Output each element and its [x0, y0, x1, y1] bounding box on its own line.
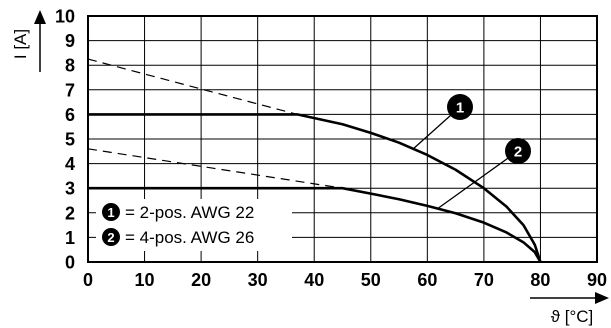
y-tick-label-9: 9	[65, 31, 75, 51]
series-1-line	[88, 113, 542, 263]
series-1-marker-circle	[447, 94, 473, 120]
marker-leaders	[412, 106, 519, 209]
plot-frame	[87, 15, 598, 263]
y-tick-label-2: 2	[65, 203, 75, 223]
legend-item-1-label: = 2-pos. AWG 22	[125, 203, 254, 222]
x-tick-label-1: 10	[135, 270, 155, 290]
y-tick-labels: 0 1 2 3 4 5 6 7 8 9 10	[55, 7, 75, 273]
series-2-leader	[438, 150, 519, 209]
x-tick-label-3: 30	[248, 270, 268, 290]
legend-item-1: 1 = 2-pos. AWG 22	[102, 203, 254, 222]
x-tick-label-9: 90	[587, 270, 607, 290]
legend-item-1-number: 1	[107, 205, 114, 220]
series-2-line	[88, 186, 542, 263]
x-tick-label-0: 0	[83, 270, 93, 290]
legend-item-2-number: 2	[107, 230, 114, 245]
y-tick-label-7: 7	[65, 80, 75, 100]
x-tick-label-2: 20	[191, 270, 211, 290]
series-1-marker-number: 1	[456, 100, 464, 117]
y-tick-label-0: 0	[65, 253, 75, 273]
x-axis-arrow-head	[595, 292, 609, 304]
legend-background	[96, 199, 292, 251]
x-tick-label-7: 70	[474, 270, 494, 290]
y-axis-title-group: I [A]	[11, 10, 46, 72]
series-2-marker-circle	[505, 138, 531, 164]
legend-item-1-marker	[102, 203, 120, 221]
y-tick-label-8: 8	[65, 56, 75, 76]
x-tick-labels: 0 10 20 30 40 50 60 70 80 90	[83, 270, 607, 290]
x-tick-label-6: 60	[417, 270, 437, 290]
y-tick-label-3: 3	[65, 179, 75, 199]
y-tick-label-10: 10	[55, 7, 75, 27]
legend: 1 = 2-pos. AWG 22 2 = 4-pos. AWG 26	[96, 199, 292, 251]
legend-item-2-marker	[102, 228, 120, 246]
y-axis-title: I [A]	[11, 29, 30, 59]
x-tick-label-5: 50	[361, 270, 381, 290]
y-tick-label-4: 4	[65, 154, 75, 174]
series-2-marker-number: 2	[514, 144, 522, 161]
plot-border	[87, 15, 598, 263]
series-1-derating-line	[87, 58, 298, 115]
y-tick-label-5: 5	[65, 130, 75, 150]
legend-item-2-label: = 4-pos. AWG 26	[125, 228, 254, 247]
series-2-marker: 2	[505, 138, 531, 164]
y-tick-label-1: 1	[65, 228, 75, 248]
x-tick-label-4: 40	[304, 270, 324, 290]
series-1-marker: 1	[447, 94, 473, 120]
x-tick-label-8: 80	[530, 270, 550, 290]
y-axis-arrow-head	[34, 10, 46, 24]
y-tick-label-6: 6	[65, 105, 75, 125]
series-lines	[87, 58, 542, 263]
series-2-derating-line	[87, 148, 343, 189]
x-axis-title-group: ϑ [°C]	[530, 292, 609, 326]
legend-item-2: 2 = 4-pos. AWG 26	[102, 228, 254, 247]
x-axis-title: ϑ [°C]	[551, 307, 594, 326]
